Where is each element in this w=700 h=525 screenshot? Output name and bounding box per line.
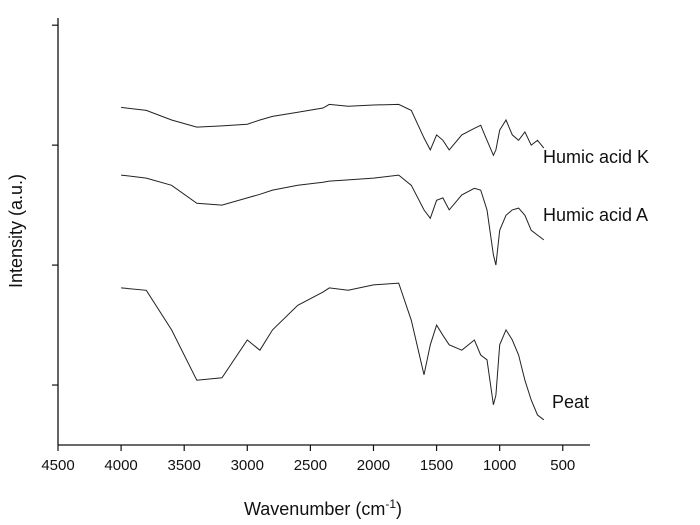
x-tick-label: 2000 bbox=[357, 457, 390, 474]
y-axis-label: Intensity (a.u.) bbox=[6, 174, 26, 288]
x-tick-label: 3000 bbox=[231, 457, 264, 474]
x-tick-label: 1500 bbox=[420, 457, 453, 474]
x-tick-label: 4000 bbox=[104, 457, 137, 474]
x-tick-label: 1000 bbox=[483, 457, 516, 474]
x-tick-label: 500 bbox=[550, 457, 575, 474]
series-label: Peat bbox=[552, 392, 589, 412]
spectrum-line bbox=[121, 282, 545, 421]
series-label: Humic acid K bbox=[543, 147, 649, 167]
x-axis-label: Wavenumber (cm-1) bbox=[244, 497, 402, 519]
spectrum-line bbox=[121, 103, 545, 157]
spectrum-line bbox=[121, 174, 545, 266]
x-tick-label: 4500 bbox=[41, 457, 74, 474]
x-tick-label: 2500 bbox=[294, 457, 327, 474]
series-label: Humic acid A bbox=[543, 205, 648, 225]
x-tick-label: 3500 bbox=[168, 457, 201, 474]
